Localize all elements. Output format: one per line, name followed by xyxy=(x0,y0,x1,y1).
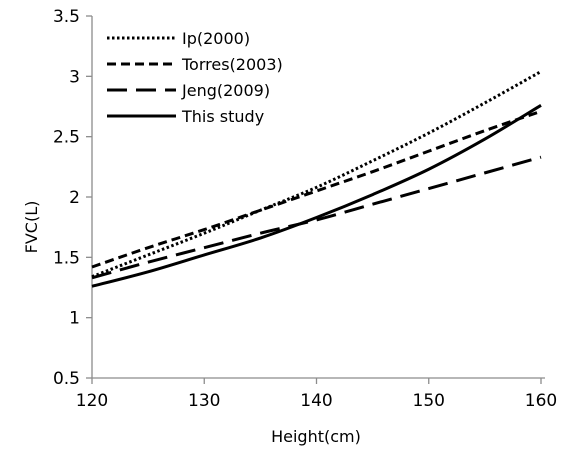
x-tick-label: 120 xyxy=(76,391,108,411)
y-tick-label: 2.5 xyxy=(53,128,80,148)
y-tick-label: 3.5 xyxy=(53,7,80,27)
y-tick-label: 3 xyxy=(69,67,80,87)
x-tick-label: 130 xyxy=(188,391,220,411)
axes: 0.5 1 1.5 2 2.5 3 3.5 120 130 140 150 160 xyxy=(53,7,557,411)
y-tick-label: 1.5 xyxy=(53,248,80,268)
x-axis-title: Height(cm) xyxy=(271,427,361,446)
x-tick-label: 160 xyxy=(525,391,557,411)
legend-label-jeng-2009: Jeng(2009) xyxy=(181,81,270,100)
series-line-torres-2003 xyxy=(91,109,542,269)
y-tick-label: 0.5 xyxy=(53,369,80,389)
x-tick-label: 150 xyxy=(413,391,445,411)
y-tick-label: 1 xyxy=(69,309,80,329)
y-tick-label: 2 xyxy=(69,188,80,208)
series-line-jeng-2009 xyxy=(91,155,542,280)
series-line-this-study xyxy=(91,104,542,288)
x-tick-label: 140 xyxy=(300,391,332,411)
legend-label-this-study: This study xyxy=(181,107,264,126)
series-line-ip-2000 xyxy=(91,70,542,279)
legend: Ip(2000) Torres(2003) Jeng(2009) This study xyxy=(107,29,283,126)
legend-label-ip-2000: Ip(2000) xyxy=(182,29,250,48)
series-layer xyxy=(91,70,542,288)
y-axis-title: FVC(L) xyxy=(22,201,41,254)
legend-label-torres-2003: Torres(2003) xyxy=(181,55,283,74)
